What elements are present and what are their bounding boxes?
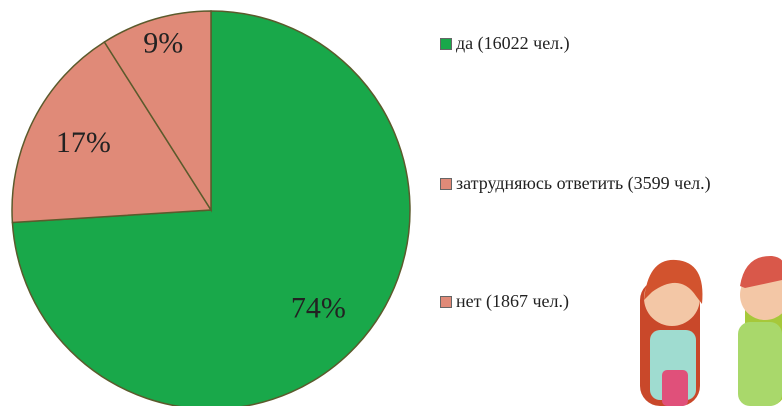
legend-item: да (16022 чел.)	[440, 30, 766, 57]
legend-label: затрудняюсь ответить (3599 чел.)	[456, 173, 711, 193]
chart: 74% 17% 9%	[0, 0, 782, 406]
legend-item: затрудняюсь ответить (3599 чел.)	[440, 170, 766, 197]
legend-label: да (16022 чел.)	[456, 33, 570, 53]
data-label: 9%	[143, 27, 183, 60]
legend-item: нет (1867 чел.)	[440, 288, 766, 315]
legend-swatch	[440, 296, 452, 308]
legend-label: нет (1867 чел.)	[456, 291, 569, 311]
data-label: 74%	[291, 292, 346, 325]
data-label: 17%	[56, 126, 111, 159]
legend-swatch	[440, 38, 452, 50]
page: {"chart_data": {"type": "pie", "categori…	[0, 0, 782, 406]
illustration	[640, 256, 782, 406]
legend-swatch	[440, 178, 452, 190]
